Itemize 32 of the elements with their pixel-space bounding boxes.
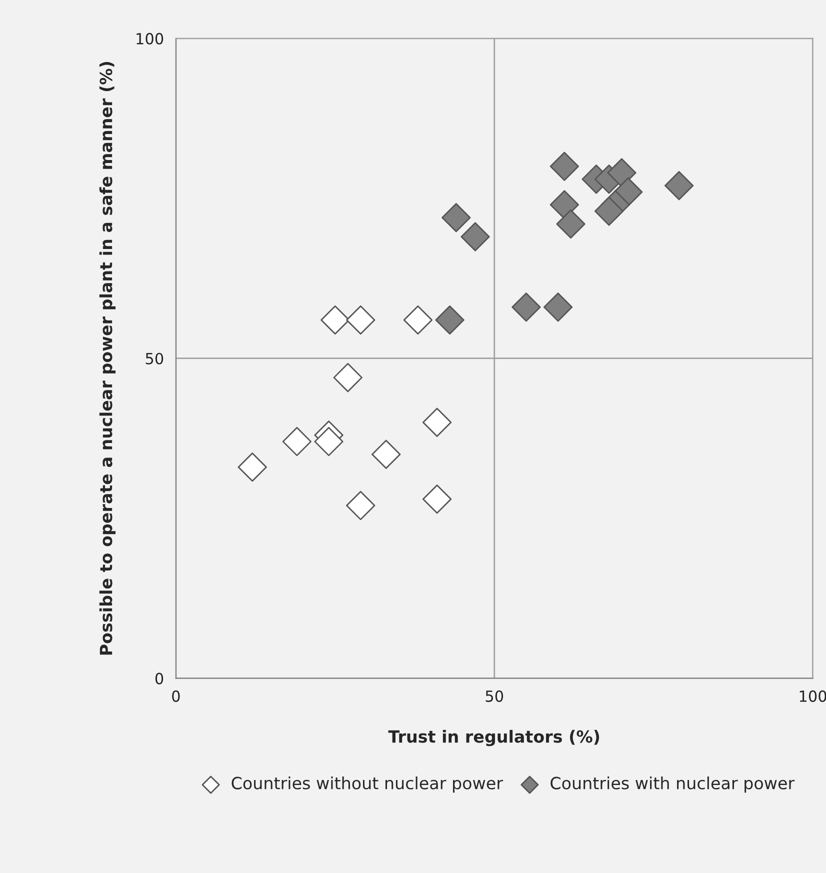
point	[607, 158, 636, 188]
point	[550, 152, 579, 181]
point	[512, 292, 541, 322]
legend-label: Countries with nuclear power	[550, 776, 795, 793]
point	[556, 209, 586, 239]
point	[550, 190, 579, 220]
point	[333, 362, 362, 392]
point	[346, 490, 376, 520]
x-tick-label: 100	[800, 690, 826, 702]
point	[422, 484, 452, 514]
y-tick-label: 50	[146, 352, 164, 364]
point	[664, 171, 694, 200]
x-axis-title: Trust in regulators (%)	[388, 730, 600, 746]
x-tick-label: 50	[486, 690, 504, 702]
point	[435, 305, 464, 335]
point	[320, 305, 350, 335]
point	[543, 292, 573, 322]
point	[314, 426, 344, 456]
point	[460, 222, 490, 252]
point	[422, 408, 452, 437]
y-tick-label: 0	[155, 672, 164, 684]
point	[238, 452, 267, 482]
y-tick-label: 100	[136, 32, 164, 44]
legend-label: Countries without nuclear power	[232, 776, 504, 793]
point	[594, 196, 624, 226]
point	[372, 440, 401, 469]
point	[282, 426, 312, 456]
y-axis-title: Possible to operate a nuclear power plant in a safe manner (%)	[99, 62, 116, 655]
x-tick-label: 0	[172, 690, 180, 702]
point	[346, 305, 376, 335]
point	[403, 305, 433, 335]
point	[442, 203, 471, 232]
